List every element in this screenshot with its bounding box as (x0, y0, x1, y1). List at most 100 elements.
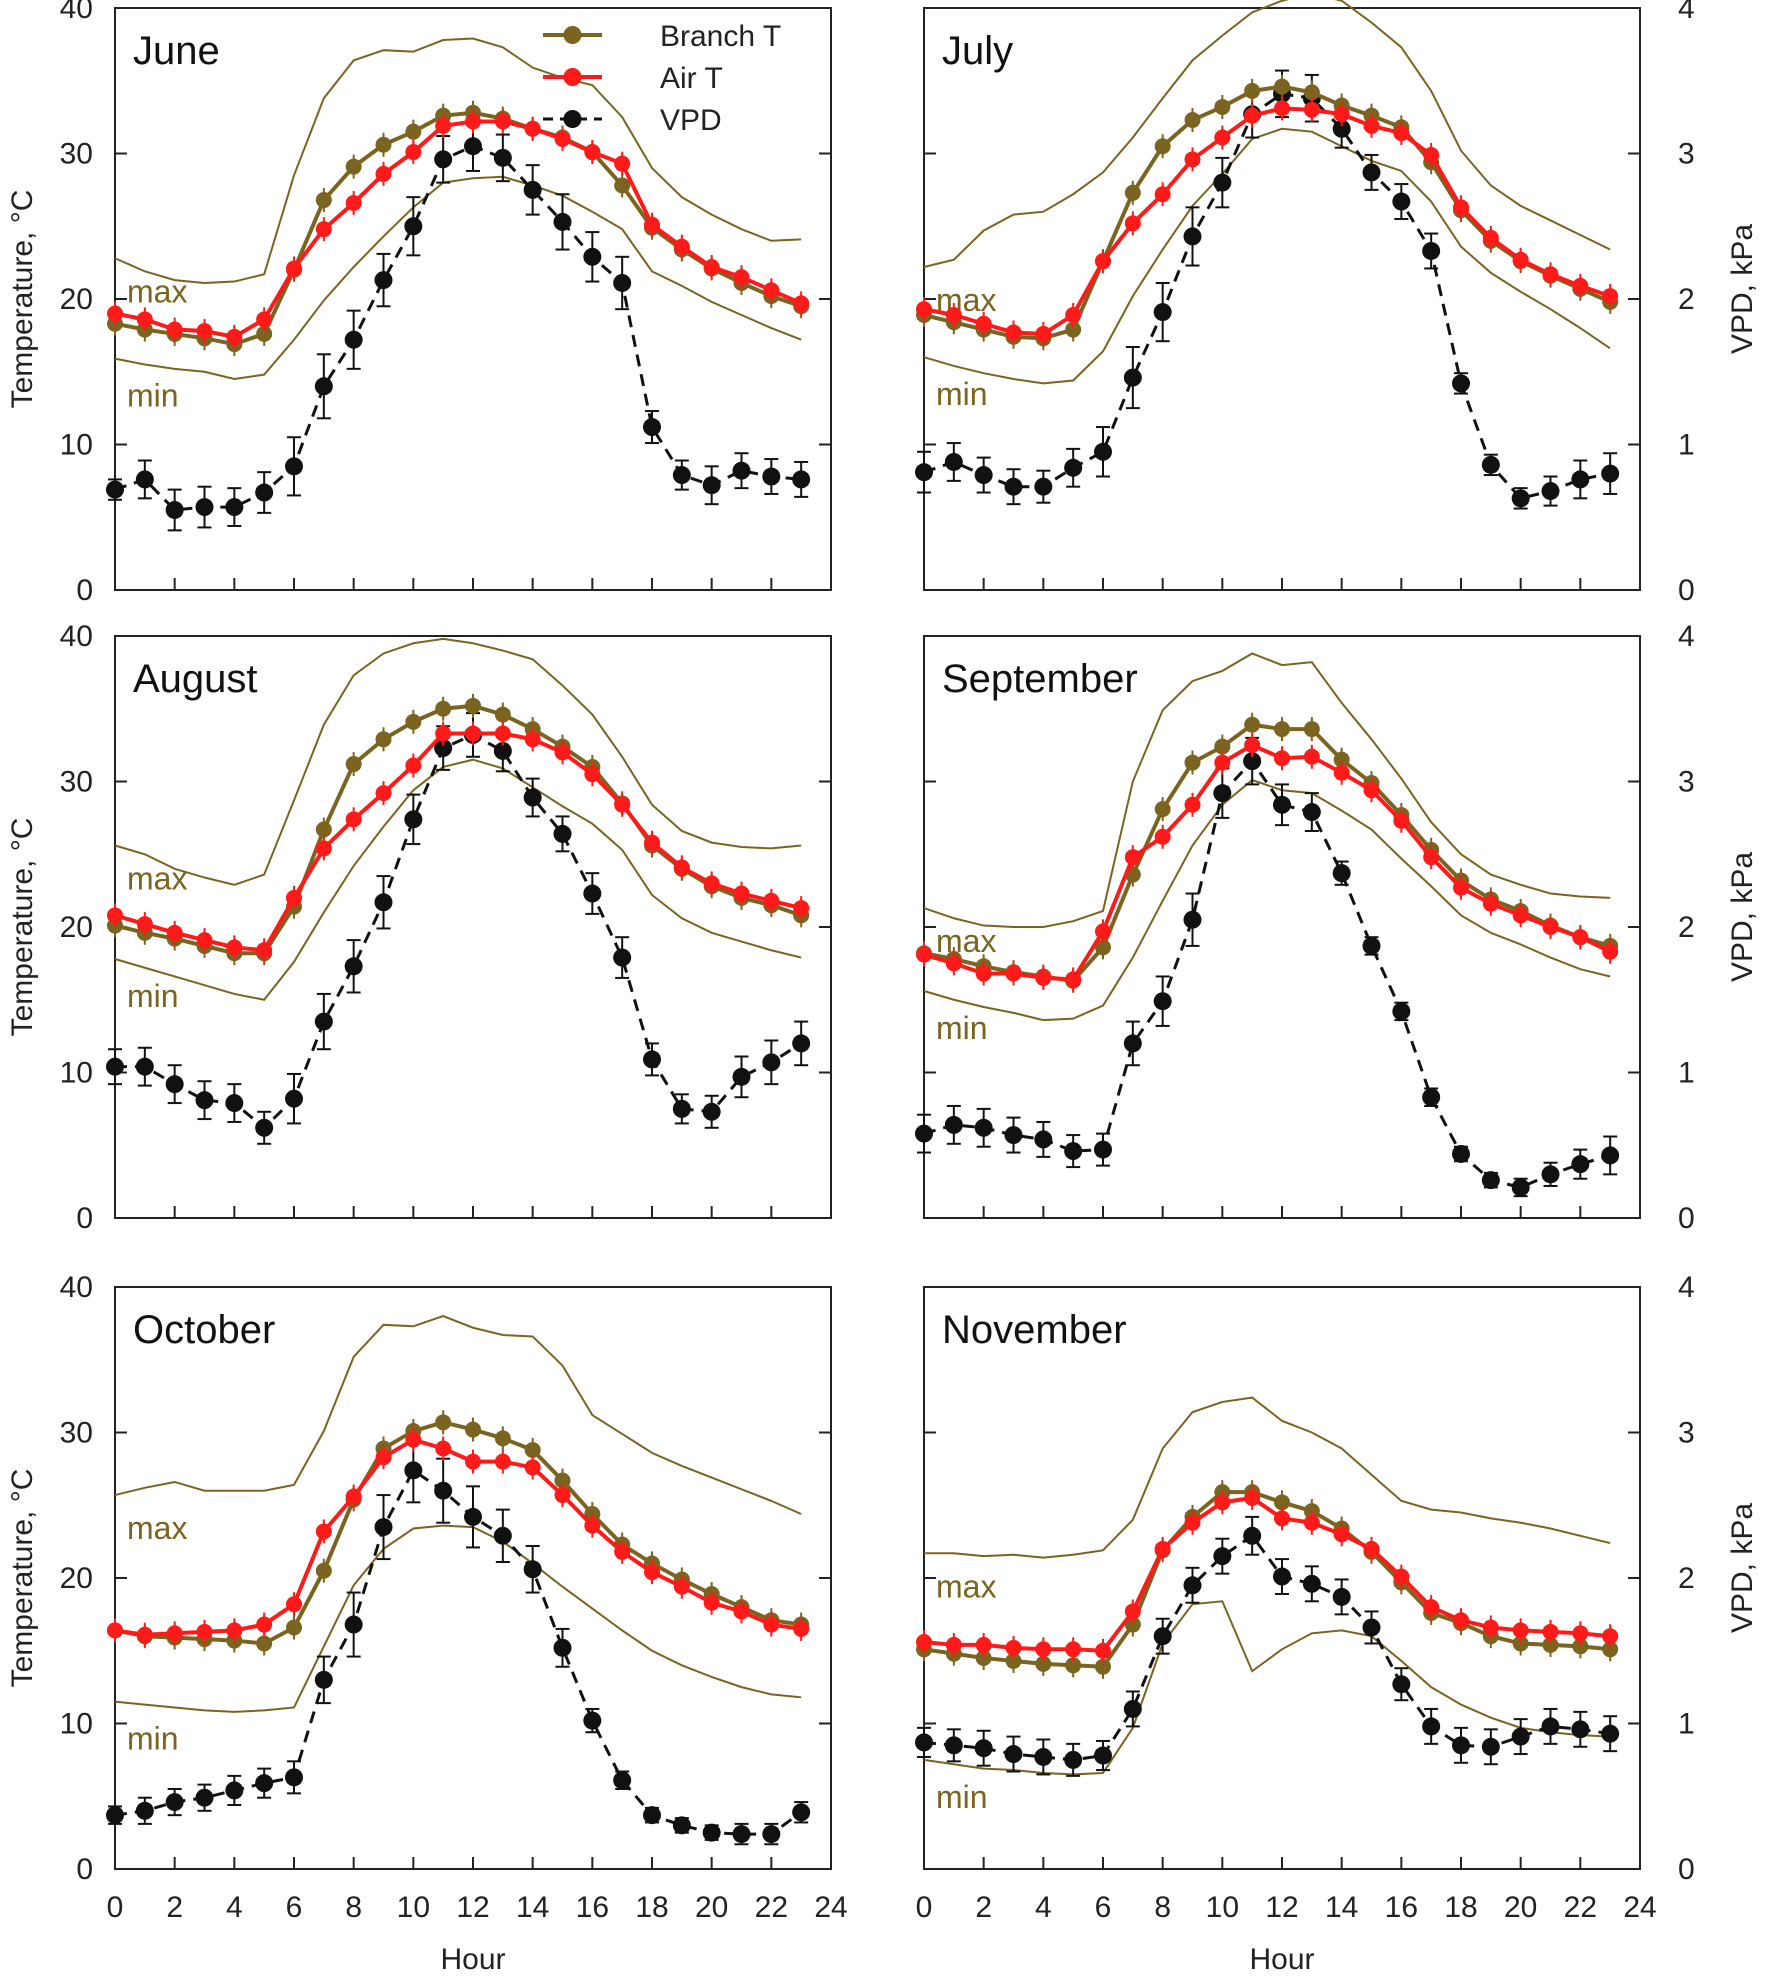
y2-tick-label: 0 (1678, 1202, 1695, 1235)
x-tick-label: 8 (345, 1891, 362, 1924)
vpd-point (1571, 1720, 1590, 1739)
air-t-point (554, 130, 571, 147)
y2-tick-label: 3 (1678, 138, 1695, 171)
air-t-point (196, 1623, 213, 1640)
vpd-point (1094, 1746, 1112, 1765)
vpd-point (523, 1560, 542, 1579)
vpd-point (1213, 173, 1232, 192)
vpd-point (374, 893, 393, 912)
air-t-point (1124, 215, 1141, 232)
air-t-point (975, 315, 992, 332)
vpd-point (165, 500, 184, 519)
air-t-point (1095, 1642, 1111, 1659)
vpd-point (255, 483, 274, 502)
vpd-point (944, 1115, 963, 1134)
legend-label: Branch T (660, 20, 781, 53)
air-t-point (494, 113, 511, 130)
vpd-point (493, 741, 512, 760)
branch-t-point (1124, 1616, 1141, 1633)
max-label: max (127, 1510, 187, 1546)
vpd-point (1392, 1002, 1411, 1021)
panel-title: November (942, 1308, 1127, 1352)
air-t-point (703, 875, 720, 892)
max-label: max (127, 861, 187, 897)
max-line (923, 0, 1611, 268)
vpd-point (1153, 1627, 1172, 1646)
y-tick-label: 20 (60, 1562, 93, 1595)
vpd-point (1183, 1576, 1202, 1595)
vpd-point (1422, 1717, 1441, 1736)
vpd-point (344, 330, 363, 349)
vpd-point (1601, 1146, 1620, 1165)
branch-t-point (1154, 801, 1171, 818)
y2-tick-label: 3 (1678, 766, 1695, 799)
vpd-point (106, 480, 124, 499)
air-t-point (554, 1487, 571, 1504)
y2-tick-label: 2 (1678, 283, 1695, 316)
max-line (114, 37, 802, 284)
max-label: max (936, 923, 996, 959)
air-t-point (614, 1543, 631, 1560)
x-tick-label: 24 (814, 1891, 847, 1924)
air-t-point (1303, 748, 1320, 765)
x-tick-label: 12 (456, 1891, 489, 1924)
x-tick-label: 6 (1095, 1891, 1112, 1924)
x-tick-label: 22 (1564, 1891, 1597, 1924)
min-label: min (127, 1721, 179, 1757)
air-t-line (114, 731, 802, 953)
y-tick-label: 0 (76, 1202, 93, 1235)
vpd-point (944, 452, 963, 471)
vpd-point (285, 1768, 303, 1787)
air-t-point (1542, 1623, 1559, 1640)
air-t-point (1244, 107, 1261, 124)
min-line (923, 778, 1611, 1022)
air-t-point (584, 1517, 601, 1534)
vpd-point (583, 1711, 602, 1730)
y-axis-label: Temperature, °C (6, 1469, 39, 1688)
panel-june: 0 10 20 30 40 Temperature, °C June max min Branch… (6, 0, 832, 607)
vpd-point (1123, 1034, 1142, 1053)
air-t-point (345, 811, 362, 828)
branch-t-point (1214, 738, 1231, 755)
vpd-point (1064, 1750, 1083, 1769)
branch-t-point (315, 1562, 332, 1579)
air-t-point (763, 282, 780, 299)
vpd-point (672, 1816, 691, 1835)
vpd-point (792, 470, 811, 489)
air-t-point (1124, 849, 1141, 866)
vpd-point (195, 1788, 214, 1807)
y-tick-label: 40 (60, 1271, 93, 1304)
vpd-point (523, 180, 542, 199)
x-tick-label: 10 (1206, 1891, 1239, 1924)
vpd-point (1332, 1587, 1351, 1606)
air-t-point (1423, 1599, 1440, 1616)
vpd-point (553, 1638, 572, 1657)
vpd-point (135, 470, 154, 489)
vpd-point (285, 457, 303, 476)
vpd-point (1571, 1155, 1590, 1174)
branch-t-point (405, 123, 422, 140)
vpd-point (344, 957, 363, 976)
vpd-point (732, 1067, 751, 1086)
branch-t-point (1274, 78, 1290, 95)
branch-t-point (1303, 721, 1320, 738)
air-t-point (945, 307, 962, 324)
x-tick-label: 2 (975, 1891, 992, 1924)
air-t-point (1512, 251, 1529, 268)
x-tick-label: 10 (397, 1891, 430, 1924)
y-tick-label: 30 (60, 766, 93, 799)
vpd-line (114, 1468, 803, 1836)
air-t-point (1154, 828, 1171, 845)
x-tick-label: 8 (1154, 1891, 1171, 1924)
air-t-point (1274, 100, 1290, 117)
air-t-point (763, 1616, 780, 1633)
air-t-point (1065, 307, 1082, 324)
y2-axis-label: VPD, kPa (1726, 852, 1759, 982)
air-t-point (1393, 1568, 1410, 1585)
min-label: min (936, 376, 988, 412)
vpd-point (1243, 752, 1262, 771)
vpd-point (762, 467, 781, 486)
vpd-point (314, 377, 333, 396)
y2-tick-label: 1 (1678, 429, 1695, 462)
vpd-point (1332, 119, 1351, 138)
